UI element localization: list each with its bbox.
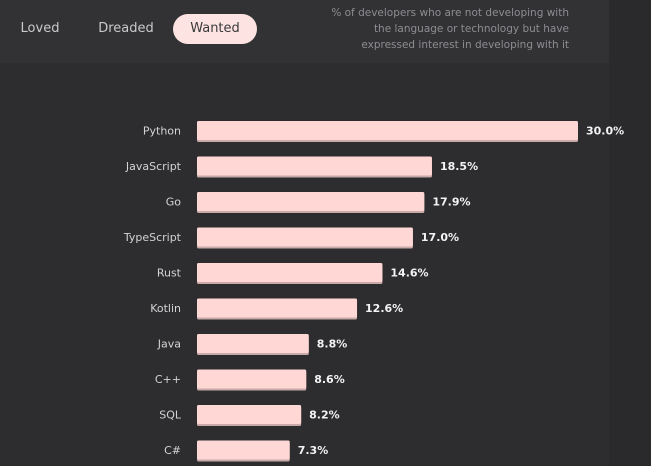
tab-loved[interactable]: Loved (20, 21, 60, 36)
value-label: 12.6% (365, 302, 403, 315)
value-label: 7.3% (298, 444, 329, 457)
bar-chart: Python 30.0% JavaScript 18.5% Go 17.9% TypeScr… (123, 121, 624, 462)
category-label: C++ (155, 373, 181, 386)
tab-wanted[interactable]: Wanted (173, 14, 257, 44)
category-label: SQL (159, 409, 182, 422)
value-label: 8.2% (309, 409, 340, 422)
value-label: 17.9% (432, 196, 470, 209)
category-label: TypeScript (123, 231, 182, 244)
bar-c-[interactable] (197, 369, 307, 389)
value-label: 30.0% (586, 125, 624, 138)
value-label: 17.0% (421, 231, 459, 244)
value-label: 8.6% (314, 373, 345, 386)
scrollbar-track[interactable] (609, 0, 651, 466)
tab-dreaded[interactable]: Dreaded (98, 21, 154, 36)
bar-javascript[interactable] (197, 156, 432, 176)
bar-java[interactable] (197, 334, 309, 353)
bar-python[interactable] (197, 121, 578, 140)
value-label: 8.8% (317, 338, 348, 351)
bar-typescript[interactable] (197, 227, 413, 247)
category-label: Java (157, 338, 181, 351)
category-label: Rust (157, 267, 182, 280)
category-label: C# (164, 444, 181, 457)
chart-description: % of developers who are not developing w… (331, 7, 569, 51)
category-label: Kotlin (150, 302, 181, 315)
value-label: 14.6% (390, 267, 428, 280)
bar-rust[interactable] (197, 263, 383, 282)
bar-go[interactable] (197, 192, 425, 211)
tab-bar: Loved Dreaded Wanted % of developers who… (0, 0, 609, 63)
category-label: Python (143, 125, 181, 138)
bar-c-[interactable] (197, 440, 290, 460)
bar-sql[interactable] (197, 405, 302, 424)
category-label: Go (166, 196, 182, 209)
category-label: JavaScript (125, 160, 182, 173)
bar-kotlin[interactable] (197, 298, 358, 318)
value-label: 18.5% (440, 160, 478, 173)
